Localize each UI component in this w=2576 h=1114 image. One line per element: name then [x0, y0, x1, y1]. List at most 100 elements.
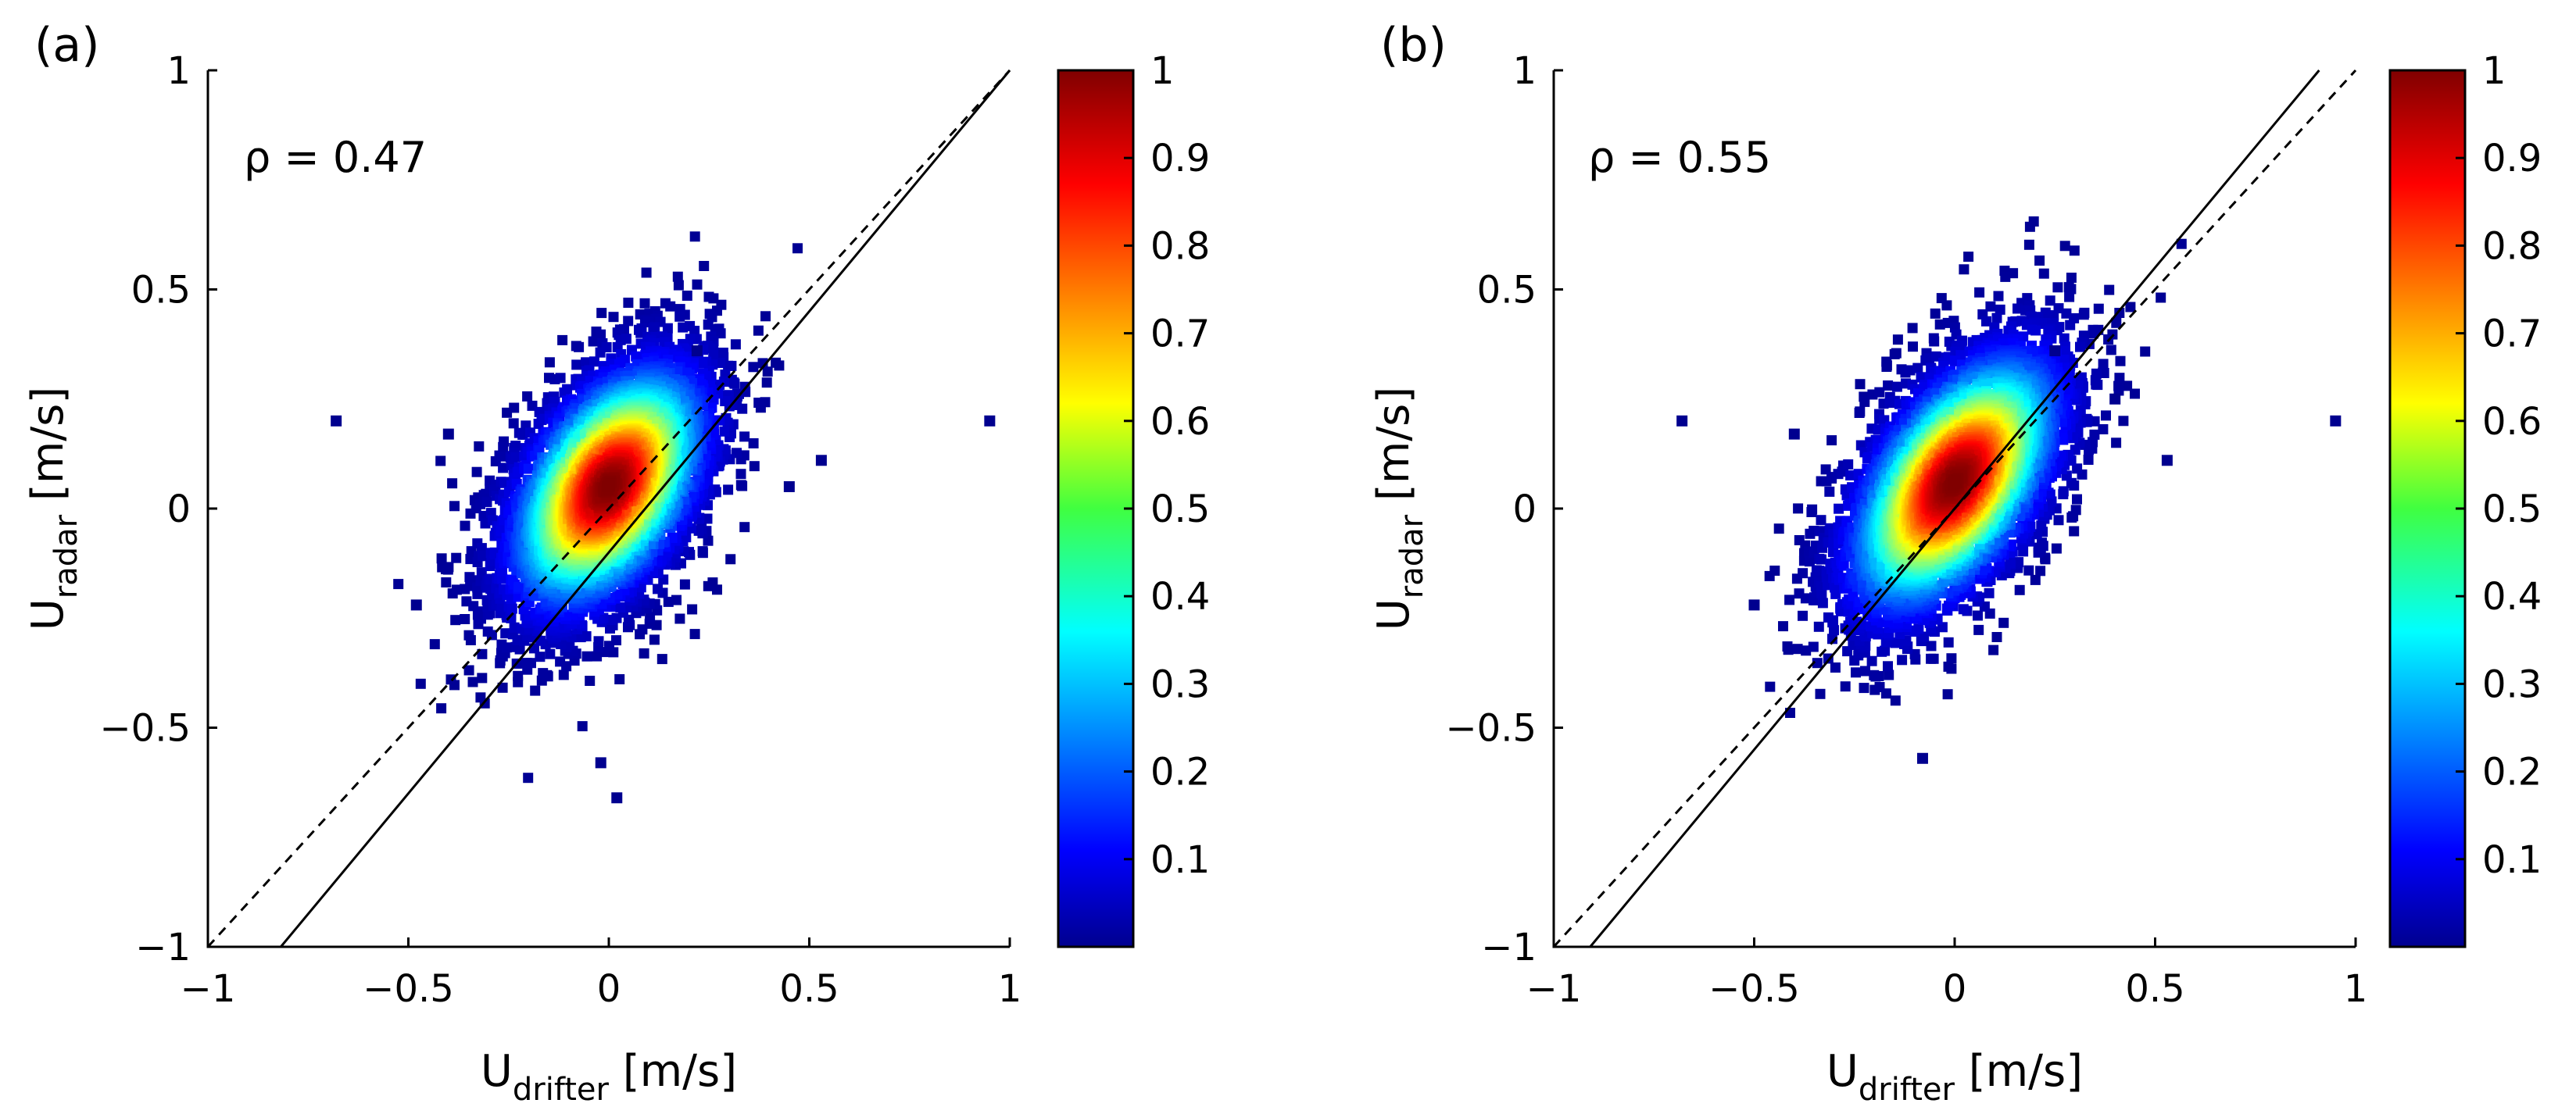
scatter-point [672, 271, 683, 282]
scatter-point [451, 584, 462, 595]
scatter-point [555, 656, 566, 667]
panel-a: (a) −1 −0.5 0 0.5 1 −1−0.500.51 ρ = 0.47 Udr… [23, 18, 1210, 1108]
scatter-point [544, 357, 555, 368]
scatter-point [595, 347, 606, 358]
scatter-point [699, 261, 710, 271]
scatter-point [510, 452, 521, 462]
scatter-point [498, 441, 509, 452]
scatter-point [393, 579, 404, 590]
scatter-point [739, 522, 750, 533]
scatter-point [608, 312, 619, 323]
scatter-point [702, 513, 713, 524]
scatter-point [749, 461, 760, 472]
scatter-point [674, 311, 685, 322]
scatter-point [451, 552, 462, 563]
scatter-point [612, 589, 623, 600]
scatter-point [735, 469, 746, 480]
scatter-point [623, 298, 634, 308]
scatter-point [558, 669, 569, 680]
scatter-point [509, 402, 520, 413]
scatter-point [497, 566, 507, 577]
scatter-point [679, 579, 690, 590]
scatter-point [523, 463, 534, 474]
scatter-point [475, 692, 486, 703]
scatter-point [674, 613, 685, 624]
scatter-point [719, 426, 730, 437]
scatter-point [615, 602, 626, 612]
scatter-point [697, 358, 708, 369]
scatter-point [639, 648, 649, 659]
scatter-point [441, 577, 452, 587]
scatter-point [723, 484, 734, 495]
scatter-point [673, 280, 684, 291]
scatter-point [671, 594, 682, 605]
scatter-point [460, 520, 470, 531]
scatter-point [735, 480, 746, 491]
scatter-point [460, 614, 470, 624]
scatter-point [641, 267, 652, 278]
scatter-point [538, 668, 549, 679]
scatter-point [753, 325, 764, 336]
scatter-point [513, 581, 524, 592]
scatter-point [447, 478, 458, 489]
scatter-point [501, 642, 512, 653]
scatter-point [682, 367, 692, 378]
scatter-point [513, 670, 524, 681]
scatter-point [645, 612, 656, 623]
scatter-point [497, 451, 507, 462]
scatter-point [497, 573, 508, 584]
scatter-point [614, 674, 625, 684]
scatter-point [748, 362, 759, 373]
scatter-point [792, 243, 803, 254]
scatter-point [471, 466, 482, 477]
scatter-point [530, 685, 541, 696]
scatter-point [435, 455, 446, 466]
scatter-point [596, 308, 607, 319]
scatter-point [508, 418, 519, 429]
scatter-point [663, 596, 674, 607]
scatter-point [753, 398, 764, 408]
scatter-point [689, 629, 700, 640]
scatter-point [450, 615, 461, 626]
scatter-point [522, 391, 533, 402]
scatter-point [478, 551, 488, 562]
scatter-point [581, 357, 592, 368]
scatter-point [436, 553, 447, 564]
scatter-point [467, 677, 478, 687]
scatter-point [739, 431, 750, 442]
scatter-point [535, 652, 546, 662]
scatter-point [498, 462, 509, 473]
scatter-point [689, 231, 700, 242]
scatter-point [639, 298, 650, 309]
panel-label: (a) [34, 18, 100, 73]
scatter-point [474, 441, 485, 452]
scatter-point [443, 562, 454, 573]
scatter-point [557, 334, 568, 345]
scatter-point [606, 614, 617, 625]
scatter-point [703, 291, 714, 302]
scatter-point [692, 279, 703, 290]
scatter-point [678, 322, 689, 333]
scatter-point [771, 357, 782, 368]
scatter-point [577, 721, 588, 732]
scatter-point [571, 359, 582, 370]
scatter-point [637, 624, 648, 635]
scatter-point [463, 665, 474, 676]
scatter-point [653, 584, 663, 594]
scatter-point [682, 291, 692, 301]
scatter-point [555, 373, 566, 384]
scatter-point [623, 316, 634, 327]
scatter-point [574, 341, 585, 352]
scatter-points [331, 231, 996, 804]
scatter-point [477, 648, 488, 659]
scatter-point [621, 334, 631, 345]
scatter-point [429, 639, 440, 650]
scatter-point [476, 543, 487, 554]
scatter-point [611, 635, 621, 646]
scatter-point [649, 634, 660, 645]
scatter-point [715, 358, 726, 368]
scatter-point [589, 356, 599, 367]
scatter-point [730, 339, 741, 350]
scatter-point [689, 326, 700, 336]
